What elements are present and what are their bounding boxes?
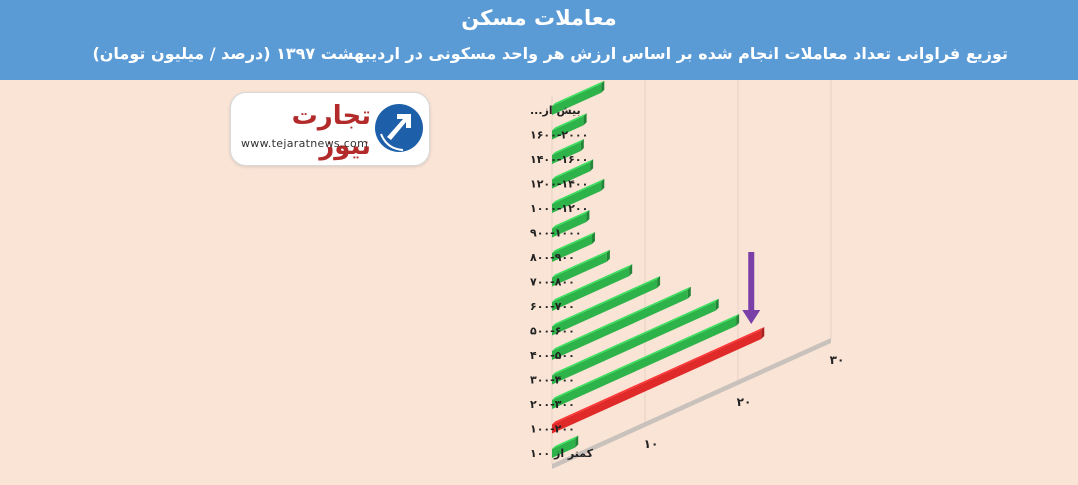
bar-end-face — [657, 276, 661, 289]
x-tick-label: ۰ — [554, 479, 561, 485]
bar-top-face — [552, 178, 605, 204]
bar-top-face — [552, 80, 605, 106]
category-label: ۷۰۰-۸۰۰ — [530, 276, 575, 289]
chart-subtitle: توزیع فراوانی تعداد معاملات انجام شده بر… — [92, 44, 1008, 63]
category-label: ۱۴۰۰-۱۶۰۰ — [530, 153, 588, 166]
x-axis: ۰ ۱۰ ۲۰ ۳۰ — [552, 338, 844, 485]
chart-floor — [552, 338, 831, 469]
bar-end-face — [629, 264, 633, 277]
bar — [552, 234, 592, 262]
logo-name: تجارت نیوز — [291, 101, 371, 161]
x-tick-label: ۳۰ — [830, 353, 845, 367]
bar-end-face — [575, 435, 579, 448]
highlight-bar — [552, 330, 762, 434]
bar-top-face — [552, 138, 584, 155]
bar — [552, 316, 737, 409]
bar-top-face — [552, 327, 765, 425]
logo-arrow-icon — [375, 104, 423, 152]
logo: تجارت نیوز www.tejaratnews.com — [230, 92, 430, 166]
category-label: بیش از... — [530, 104, 581, 117]
category-labels: بیش از... ۱۶۰۰-۲۰۰۰ ۱۴۰۰-۱۶۰۰ ۱۲۰۰-۱۴۰۰ ۱۰۰۰… — [530, 104, 594, 460]
bar-end-face — [580, 138, 584, 151]
bar — [552, 141, 581, 164]
bar-end-face — [586, 209, 590, 222]
page-title: معاملات مسکن — [461, 6, 617, 30]
bar-end-face — [583, 113, 587, 126]
bar-chart: ۰ ۱۰ ۲۰ ۳۰ بیش از... ۱۶۰۰-۲۰۰۰ ۱۴۰۰-۱۶۰۰ ۱۲۰۰-… — [530, 80, 844, 485]
bar-top-face — [552, 159, 594, 180]
bar-end-face — [761, 327, 765, 339]
x-tick-label: ۱۰ — [644, 437, 659, 451]
bar — [552, 279, 658, 336]
bar-top-face — [552, 231, 595, 253]
bar-top-face — [552, 264, 633, 302]
bar — [552, 116, 584, 140]
header-banner: معاملات مسکن توزیع فراوانی تعداد معاملات… — [0, 0, 1078, 80]
bar — [552, 212, 587, 238]
bar-end-face — [736, 313, 740, 326]
logo-url: www.tejaratnews.com — [241, 137, 369, 150]
category-label: ۴۰۰-۵۰۰ — [530, 349, 575, 362]
highlight-marker — [742, 252, 761, 324]
bar-end-face — [687, 286, 691, 299]
category-label: ۶۰۰-۷۰۰ — [530, 300, 575, 313]
bar — [552, 438, 576, 458]
bar-top-face — [552, 113, 587, 131]
bar — [552, 162, 591, 189]
bar-top-face — [552, 209, 590, 229]
bars — [552, 80, 765, 458]
category-label: ۸۰۰-۹۰۰ — [530, 251, 575, 264]
bar-end-face — [590, 159, 594, 172]
category-label: ۱۶۰۰-۲۰۰۰ — [530, 129, 588, 142]
bar-end-face — [591, 231, 595, 244]
bar — [552, 267, 630, 311]
bar-top-face — [552, 313, 740, 400]
category-label: ۵۰۰-۶۰۰ — [530, 325, 575, 338]
category-label: ۱۲۰۰-۱۴۰۰ — [530, 178, 588, 191]
arrow-shaft — [748, 252, 755, 312]
bar-top-face — [552, 249, 610, 278]
bar — [552, 289, 688, 360]
bar — [552, 181, 602, 213]
bar-end-face — [715, 298, 719, 311]
category-label: ۱۰۰-۲۰۰ — [530, 423, 575, 436]
bar — [552, 252, 607, 287]
bar-end-face — [601, 80, 605, 93]
bar — [552, 83, 602, 115]
category-label: ۲۰۰-۳۰۰ — [530, 398, 575, 411]
bar-end-face — [606, 249, 610, 262]
category-label: ۳۰۰-۴۰۰ — [530, 374, 575, 387]
bar-top-face — [552, 276, 661, 327]
arrow-down-icon — [742, 310, 761, 324]
x-tick-label: ۲۰ — [737, 395, 752, 409]
bar-top-face — [552, 286, 691, 351]
category-label: ۱۰۰۰-۱۲۰۰ — [530, 202, 588, 215]
bar-top-face — [552, 298, 719, 376]
bar-end-face — [601, 178, 605, 191]
bar-top-face — [552, 435, 579, 449]
bar — [552, 301, 716, 385]
category-label: ۹۰۰-۱۰۰۰ — [530, 227, 582, 240]
category-label: کمتر از ۱۰۰ — [530, 447, 594, 460]
